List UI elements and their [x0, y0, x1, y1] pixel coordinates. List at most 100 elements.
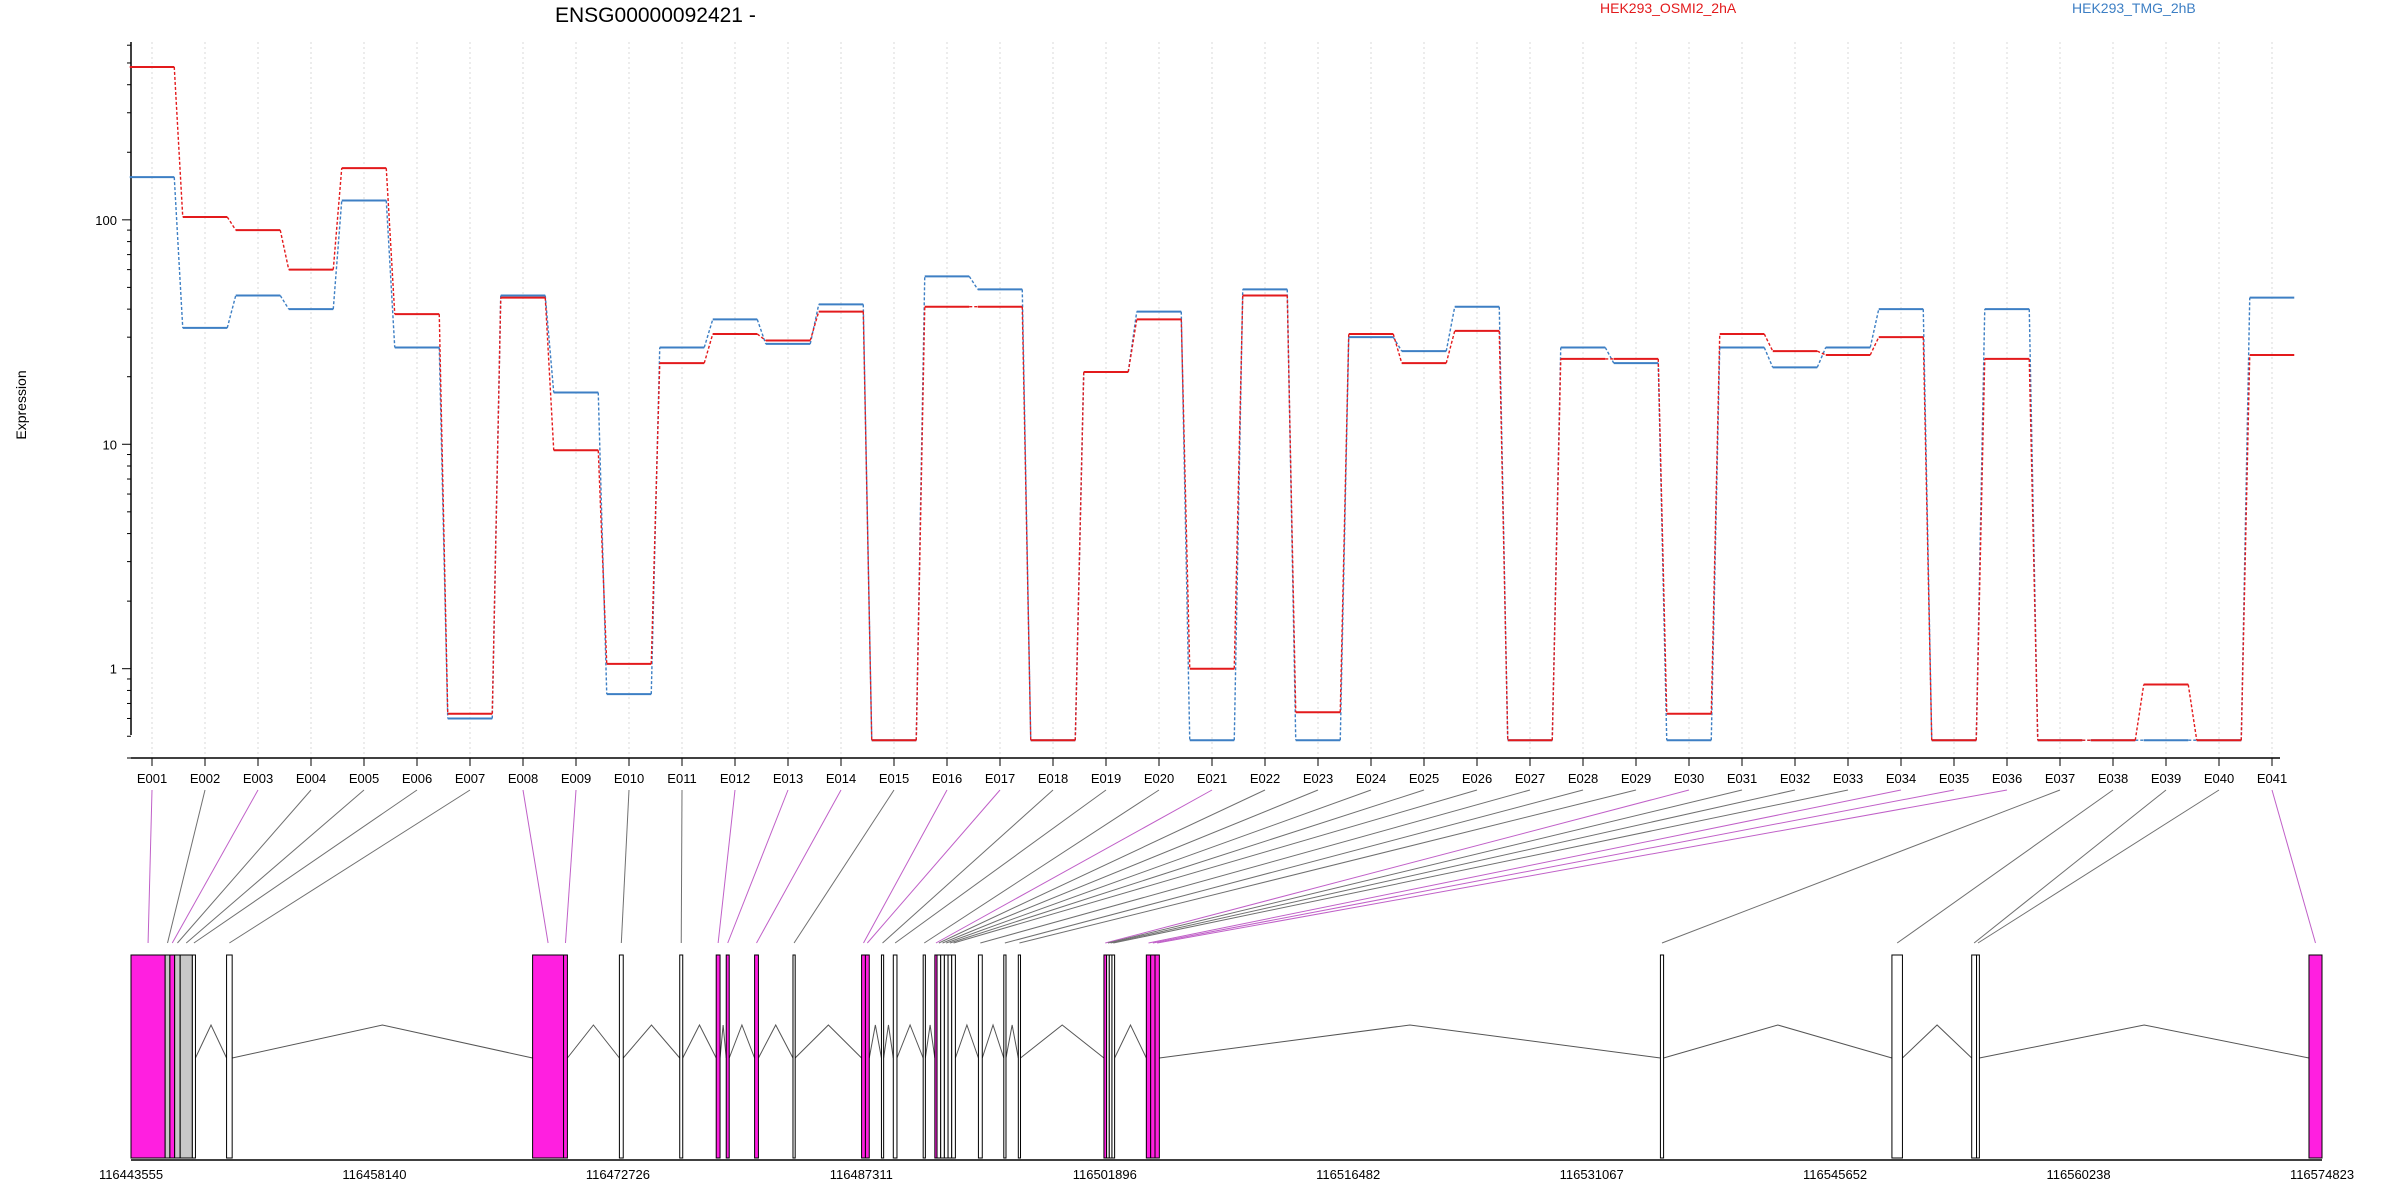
- x-tick-label: E015: [879, 771, 909, 786]
- intron-line: [954, 1023, 979, 1059]
- gene-model: 116443555 116458140 116472726 116487311 1165…: [99, 954, 2354, 1182]
- x-tick-label: E036: [1992, 771, 2022, 786]
- series-connector: [1233, 295, 1244, 669]
- intron-line: [622, 1024, 681, 1059]
- exon-box: [618, 954, 624, 1159]
- exon-box: [532, 954, 565, 1159]
- x-tick-label: E002: [190, 771, 220, 786]
- exon-box: [940, 954, 945, 1159]
- intron-line: [868, 1024, 882, 1059]
- exon-box: [947, 954, 953, 1159]
- exon-box: [864, 954, 870, 1159]
- exon-mapping-line: [680, 789, 683, 944]
- intron-line: [232, 1024, 533, 1059]
- series-connector: [1657, 358, 1668, 714]
- exon-mapping-line: [793, 789, 895, 944]
- series-connector: [968, 275, 979, 290]
- x-tick-label: E039: [2151, 771, 2181, 786]
- exon-box: [922, 954, 926, 1159]
- intron-line: [728, 1023, 756, 1059]
- series-connector: [1392, 333, 1403, 364]
- series-connector: [1975, 358, 1986, 741]
- exon-mapping-line: [2271, 789, 2316, 944]
- intron-line: [794, 1024, 862, 1059]
- genomic-coordinate-label: 116487311: [830, 1167, 893, 1182]
- exon-mapping-line: [949, 789, 1425, 944]
- exon-mapping-line: [167, 789, 206, 944]
- series-connector: [332, 200, 343, 310]
- exon-box: [226, 954, 233, 1159]
- axes: 1 10 100 E001 E002 E003 E004 E005 E006 E007 E008 E0…: [95, 42, 2287, 786]
- x-tick-label: E022: [1250, 771, 1280, 786]
- series-connector: [703, 319, 714, 348]
- series-connector: [862, 311, 873, 741]
- exon-box: [1976, 954, 1980, 1159]
- exon-mapping-line: [1661, 789, 2061, 944]
- x-tick-label: E009: [561, 771, 591, 786]
- exon-mapping-line: [229, 789, 471, 944]
- series-connector: [1869, 336, 1880, 356]
- intron-line: [924, 1024, 936, 1059]
- genomic-coordinate-label: 116458140: [342, 1167, 406, 1182]
- exon-mapping-line: [946, 789, 1372, 944]
- intron-line: [1005, 1024, 1019, 1059]
- x-tick-label: E031: [1727, 771, 1757, 786]
- exon-box: [563, 954, 568, 1159]
- exon-mapping-line: [1973, 789, 2167, 944]
- exon-box: [943, 954, 949, 1159]
- x-tick-label: E005: [349, 771, 379, 786]
- intron-line: [194, 1023, 228, 1059]
- series-connector: [2187, 684, 2198, 741]
- series-connector: [1021, 306, 1032, 741]
- series-connector: [1445, 330, 1456, 364]
- series-connector: [1498, 330, 1509, 741]
- exon-box: [1659, 954, 1665, 1159]
- exon-box: [951, 954, 956, 1159]
- x-tick-label: E018: [1038, 771, 1068, 786]
- series-connector: [703, 333, 714, 364]
- exon-mapping-line: [942, 789, 1319, 944]
- exon-mapping-line: [863, 789, 948, 944]
- exon-mapping-line: [564, 789, 577, 944]
- chart-title: ENSG00000092421 -: [555, 4, 756, 27]
- series-connector: [1922, 337, 1933, 741]
- x-tick-label: E027: [1515, 771, 1545, 786]
- series-connector: [1710, 333, 1721, 714]
- x-tick-label: E013: [773, 771, 803, 786]
- exon-mapping-line: [756, 789, 842, 944]
- series-connector: [173, 177, 184, 328]
- series-connector: [597, 392, 608, 695]
- x-tick-label: E006: [402, 771, 432, 786]
- genomic-coordinate-label: 116443555: [99, 1167, 163, 1182]
- exon-box: [1891, 954, 1903, 1159]
- exon-box: [715, 954, 721, 1159]
- intron-line: [1902, 1024, 1973, 1059]
- series-connector: [1286, 295, 1297, 713]
- exon-box: [1150, 954, 1156, 1159]
- intron-line: [981, 1023, 1005, 1059]
- exon-mapping-line: [935, 789, 1213, 944]
- exon-mapping-line: [1148, 789, 1902, 944]
- exon-box: [725, 954, 730, 1159]
- series-connector: [2028, 358, 2039, 741]
- exon-mapping-line: [1107, 789, 1743, 944]
- exon-box: [2308, 954, 2323, 1159]
- exon-box: [1003, 954, 1007, 1159]
- x-tick-label: E026: [1462, 771, 1492, 786]
- exon-box: [1154, 954, 1160, 1159]
- genomic-coordinate-label: 116472726: [586, 1167, 650, 1182]
- exon-box: [1971, 954, 1978, 1159]
- series-connector: [1816, 350, 1827, 356]
- x-tick-label: E003: [243, 771, 273, 786]
- exon-mapping-line: [522, 789, 549, 944]
- x-tick-label: E001: [137, 771, 167, 786]
- exon-mapping-line: [894, 789, 1107, 944]
- x-tick-label: E038: [2098, 771, 2128, 786]
- intron-line: [567, 1024, 620, 1059]
- exon-box: [169, 954, 176, 1159]
- series-connector: [438, 347, 449, 719]
- exon-mapping-line: [1152, 789, 1955, 944]
- exon-mapping-line: [185, 789, 365, 944]
- series-connector: [226, 216, 237, 231]
- x-tick-label: E034: [1886, 771, 1916, 786]
